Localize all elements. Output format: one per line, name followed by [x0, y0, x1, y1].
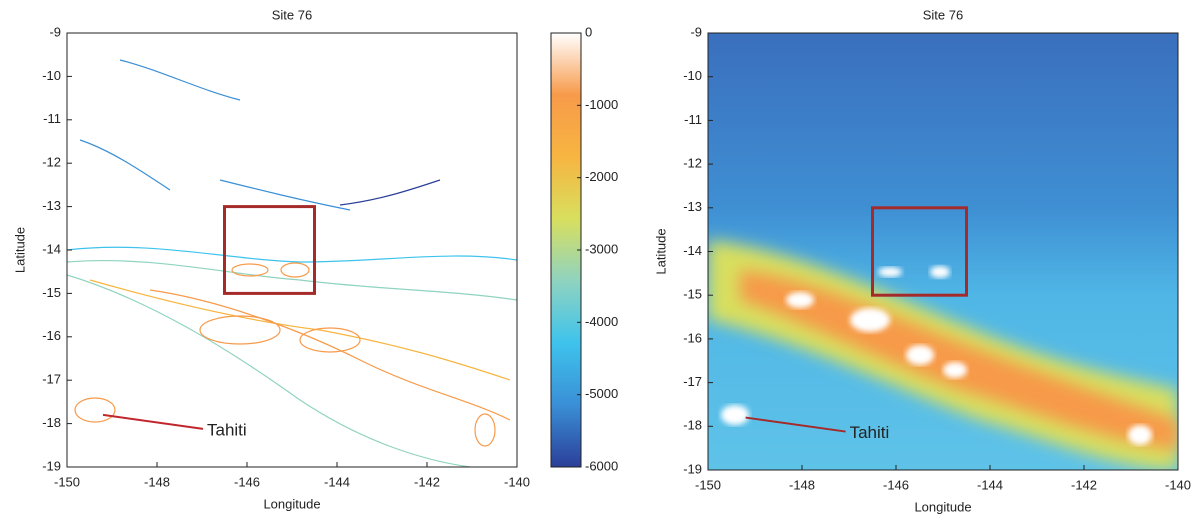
- colorbar-tick-label: 0: [585, 24, 592, 39]
- y-axis-label: Latitude: [12, 227, 27, 273]
- chart-title: Site 76: [923, 7, 963, 22]
- colorbar-tick-label: -2000: [585, 169, 618, 184]
- y-tick-label: -16: [683, 330, 702, 345]
- y-tick-label: -13: [683, 199, 702, 214]
- y-tick-label: -9: [690, 24, 702, 39]
- x-tick-label: -146: [234, 474, 260, 489]
- colorbar-tick-label: -1000: [585, 97, 618, 112]
- x-axis-label: Longitude: [263, 496, 320, 511]
- annotation-label: Tahiti: [850, 423, 890, 442]
- y-tick-label: -18: [42, 415, 61, 430]
- annotation-label: Tahiti: [207, 420, 247, 439]
- x-tick-label: -144: [977, 477, 1003, 492]
- x-tick-label: -140: [504, 474, 530, 489]
- y-tick-label: -18: [683, 418, 702, 433]
- highlight-box: [871, 206, 968, 297]
- x-tick-label: -144: [324, 474, 350, 489]
- y-axis-label: Latitude: [653, 228, 668, 274]
- y-tick-label: -16: [42, 328, 61, 343]
- x-tick-label: -142: [414, 474, 440, 489]
- chart-title: Site 76: [272, 7, 312, 22]
- y-tick-label: -12: [42, 155, 61, 170]
- colorbar: [550, 32, 582, 468]
- x-axis-label: Longitude: [914, 499, 971, 514]
- highlight-box: [223, 205, 316, 295]
- y-tick-label: -14: [42, 241, 61, 256]
- y-tick-label: -17: [42, 372, 61, 387]
- x-tick-label: -150: [54, 474, 80, 489]
- x-tick-label: -150: [695, 477, 721, 492]
- y-tick-label: -13: [42, 198, 61, 213]
- y-tick-label: -14: [683, 243, 702, 258]
- x-tick-label: -142: [1071, 477, 1097, 492]
- y-tick-label: -11: [684, 112, 702, 127]
- y-tick-label: -17: [683, 374, 702, 389]
- y-tick-label: -12: [683, 156, 702, 171]
- y-tick-label: -15: [683, 287, 702, 302]
- y-tick-label: -10: [683, 68, 702, 83]
- x-tick-label: -148: [789, 477, 815, 492]
- y-tick-label: -15: [42, 285, 61, 300]
- x-tick-label: -146: [883, 477, 909, 492]
- plot-frame: [66, 32, 518, 468]
- colorbar-tick-label: -5000: [585, 386, 618, 401]
- heatmap-field: [708, 33, 1178, 470]
- colorbar-tick-label: -4000: [585, 314, 618, 329]
- x-tick-label: -140: [1165, 477, 1191, 492]
- colorbar-tick-label: -3000: [585, 241, 618, 256]
- y-tick-label: -10: [42, 68, 61, 83]
- annotation-pointer: [745, 416, 846, 433]
- y-tick-label: -9: [49, 24, 61, 39]
- colorbar-tick-label: -6000: [585, 458, 618, 473]
- y-tick-label: -19: [42, 458, 61, 473]
- annotation-pointer: [102, 413, 204, 430]
- y-tick-label: -11: [43, 111, 61, 126]
- contour-field: [67, 59, 517, 467]
- x-tick-label: -148: [144, 474, 170, 489]
- y-tick-label: -19: [683, 461, 702, 476]
